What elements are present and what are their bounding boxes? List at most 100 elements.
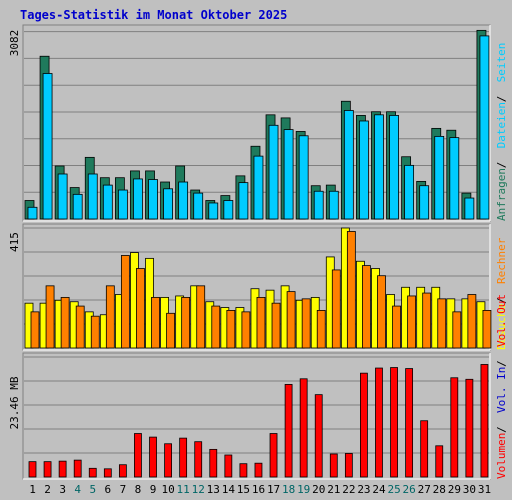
bar-volumen xyxy=(390,367,398,478)
x-tick-label: 15 xyxy=(237,483,250,496)
bar-volumen xyxy=(360,372,368,478)
x-tick-label: 3 xyxy=(59,483,66,496)
bar-rechner xyxy=(362,265,371,349)
panel-top: 3082 Anfragen / Dateien / Seiten xyxy=(8,24,508,222)
x-tick-label: 18 xyxy=(282,483,295,496)
x-tick-label: 17 xyxy=(267,483,280,496)
bar-dateien xyxy=(223,200,234,220)
bar-dateien xyxy=(343,110,354,220)
bar-volumen xyxy=(299,378,308,478)
bar-volumen xyxy=(73,459,82,478)
bar-rechner xyxy=(407,295,417,349)
bar-volumen xyxy=(329,453,338,478)
x-tick-label: 21 xyxy=(327,483,340,496)
x-tick-label: 29 xyxy=(448,483,461,496)
bar-rechner xyxy=(316,310,326,349)
x-tick-label: 1 xyxy=(29,483,36,496)
bar-dateien xyxy=(464,197,475,220)
bar-volumen xyxy=(269,433,278,478)
legend-separator: / xyxy=(495,360,508,367)
series-legend: Besuche / Rechner xyxy=(495,237,508,350)
x-tick-label: 26 xyxy=(403,483,416,496)
legend-separator: / xyxy=(495,297,508,304)
bar-dateien xyxy=(72,193,83,220)
bar-rechner xyxy=(331,269,341,349)
bar-volumen xyxy=(164,443,172,478)
x-tick-label: 30 xyxy=(463,483,476,496)
bar-dateien xyxy=(268,124,279,220)
bar-volumen xyxy=(480,364,489,478)
bar-dateien xyxy=(328,190,339,220)
bar-dateien xyxy=(389,115,399,220)
bar-rechner xyxy=(256,296,266,349)
x-tick-label: 14 xyxy=(222,483,236,496)
legend-separator: / xyxy=(495,96,508,103)
bar-rechner xyxy=(377,275,386,349)
bar-volumen xyxy=(149,436,157,478)
bar-rechner xyxy=(467,294,477,349)
series-legend: Anfragen / Dateien / Seiten xyxy=(495,43,508,221)
bar-rechner xyxy=(45,285,55,349)
bar-volumen xyxy=(314,394,323,478)
bar-dateien xyxy=(42,73,53,220)
bar-dateien xyxy=(148,179,158,220)
y-max-label: 3082 xyxy=(8,30,21,57)
bar-rechner xyxy=(422,292,432,349)
x-tick-label: 22 xyxy=(342,483,355,496)
bar-volumen xyxy=(284,384,293,478)
bar-rechner xyxy=(151,296,160,349)
bar-rechner xyxy=(181,296,191,349)
bar-rechner xyxy=(75,305,85,349)
legend-label: Rechner xyxy=(495,237,508,284)
bar-rechner xyxy=(271,302,281,349)
bar-rechner xyxy=(90,315,100,349)
y-max-label: 23.46 MB xyxy=(8,376,21,429)
bar-rechner xyxy=(136,268,145,349)
bar-dateien xyxy=(163,188,173,220)
legend-label: Vol. Out xyxy=(495,294,508,347)
x-tick-label: 6 xyxy=(105,483,112,496)
bar-dateien xyxy=(419,185,430,220)
legend-label: Anfragen xyxy=(495,168,508,221)
x-tick-label: 28 xyxy=(433,483,446,496)
bar-dateien xyxy=(87,173,98,220)
chart-panels: 3082 Anfragen / Dateien / Seiten 415 Besuch… xyxy=(8,24,508,480)
legend-label: Vol. In xyxy=(495,367,508,413)
bar-rechner xyxy=(120,255,130,349)
panel-middle: 415 Besuche / Rechner xyxy=(8,223,508,351)
x-tick-label: 4 xyxy=(74,483,81,496)
bar-volumen xyxy=(43,461,52,478)
bar-dateien xyxy=(133,178,143,220)
x-tick-label: 11 xyxy=(177,483,190,496)
x-tick-label: 12 xyxy=(192,483,205,496)
x-tick-label: 13 xyxy=(207,483,220,496)
x-tick-label: 20 xyxy=(312,483,325,496)
bar-volumen xyxy=(254,462,263,478)
bar-volumen xyxy=(194,441,203,478)
bar-rechner xyxy=(30,311,40,349)
bar-volumen xyxy=(179,437,188,478)
x-tick-label: 8 xyxy=(135,483,142,496)
x-tick-label: 19 xyxy=(297,483,310,496)
bar-volumen xyxy=(58,460,67,478)
bar-rechner xyxy=(392,305,401,349)
x-tick-label: 7 xyxy=(120,483,127,496)
bar-dateien xyxy=(27,206,38,220)
bar-dateien xyxy=(253,155,264,220)
bar-dateien xyxy=(193,192,204,220)
legend-label: Seiten xyxy=(495,43,508,83)
bar-volumen xyxy=(344,453,353,478)
bar-dateien xyxy=(57,173,68,220)
x-tick-label: 10 xyxy=(161,483,174,496)
bar-dateien xyxy=(178,181,189,220)
bar-dateien xyxy=(283,129,294,220)
bar-volumen xyxy=(405,368,414,478)
bar-rechner xyxy=(241,311,251,349)
x-axis-labels: 1 2 3 4 5 6 7 8 9 10 11 12 13 14 15 16 17 18 19 20 21 22 23 24 2… xyxy=(29,483,491,496)
y-max-label: 415 xyxy=(8,232,21,252)
bar-rechner xyxy=(301,298,311,349)
bar-rechner xyxy=(346,231,356,349)
bar-dateien xyxy=(374,114,384,220)
x-tick-label: 16 xyxy=(252,483,265,496)
